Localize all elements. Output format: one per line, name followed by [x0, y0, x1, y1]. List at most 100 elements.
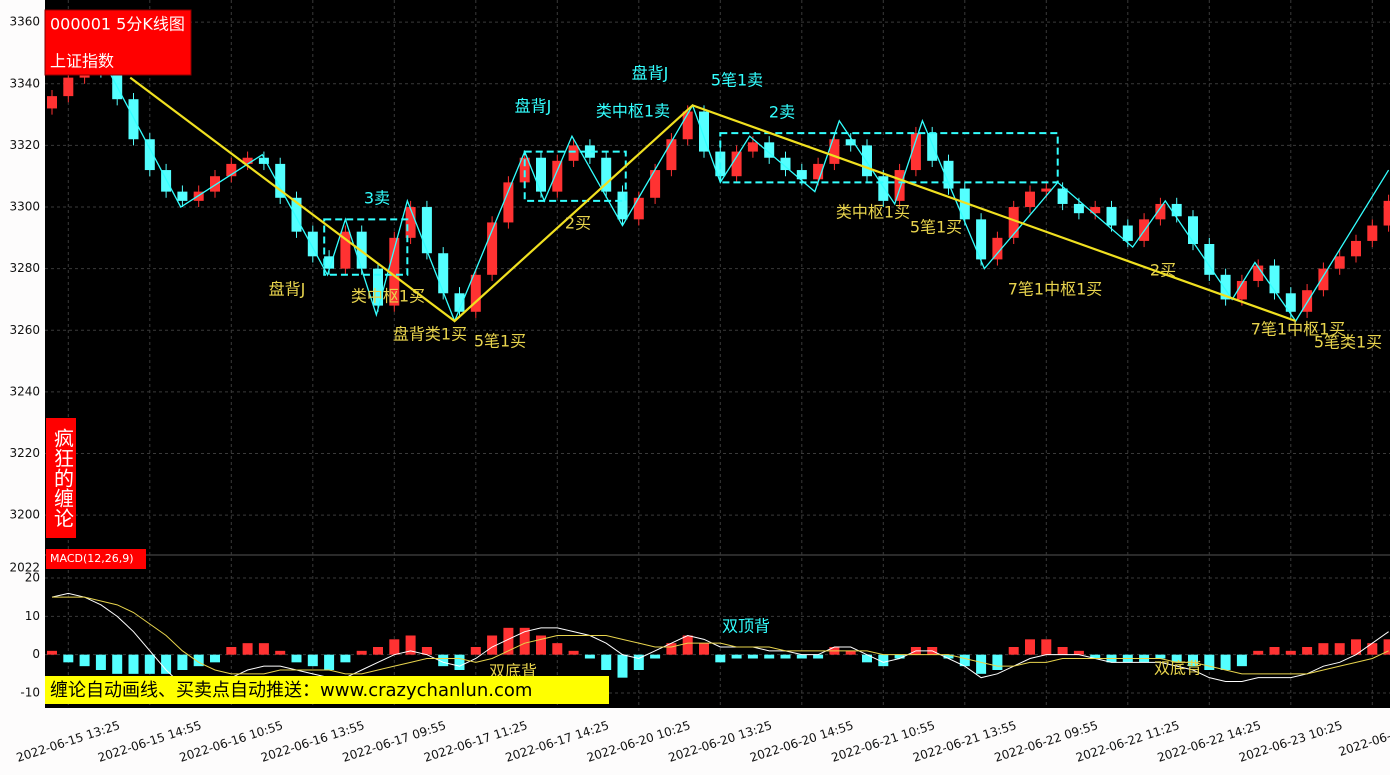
y-tick-label: 20 [25, 571, 40, 585]
macd-bar [715, 654, 726, 663]
macd-bar [405, 635, 416, 655]
macd-bar [519, 627, 530, 655]
macd-bar [1057, 647, 1068, 655]
annotation: 3卖 [364, 189, 390, 208]
annotation: 双底背 [1154, 659, 1202, 678]
candle-body [829, 139, 840, 164]
candle-body [568, 145, 579, 161]
candle-body [1057, 188, 1068, 204]
macd-bar [438, 654, 449, 667]
candle-body [519, 157, 530, 183]
candle-body [617, 191, 628, 220]
annotation: 类中枢1买 [836, 203, 910, 222]
macd-bar [177, 654, 188, 670]
macd-bar [487, 635, 498, 655]
candle-body [210, 176, 220, 192]
annotation: 双底背 [489, 662, 537, 681]
side-banner: 疯狂的缠论 [51, 428, 75, 528]
y-tick-label: 3260 [9, 323, 40, 337]
macd-bar [731, 654, 742, 659]
macd-bar [617, 654, 628, 678]
candle-body [258, 157, 269, 164]
candle-body [438, 253, 449, 294]
candle-body [862, 145, 872, 177]
candle-body [552, 160, 563, 192]
macd-bar [943, 654, 954, 659]
macd-bar [1188, 654, 1198, 667]
macd-bar [1155, 654, 1166, 659]
candle-body [943, 160, 954, 189]
macd-bar [79, 654, 90, 667]
candle-body [1220, 274, 1231, 300]
annotation: 盘背J [632, 64, 669, 83]
candle-body [894, 170, 905, 201]
macd-bar [95, 654, 106, 670]
candle-body [796, 170, 807, 180]
candle-body [1008, 207, 1019, 238]
candle-body [1155, 203, 1166, 220]
annotation: 5笔1买 [910, 218, 962, 237]
macd-bar [666, 643, 677, 655]
left-strip [0, 0, 45, 708]
macd-bar [1383, 639, 1390, 655]
candle-body [959, 188, 970, 220]
candle-body [878, 176, 889, 201]
macd-bar [1367, 643, 1378, 655]
macd-bar [845, 650, 856, 655]
macd-bar [1334, 643, 1345, 655]
candle-body [1041, 188, 1052, 192]
macd-bar [1171, 654, 1182, 663]
side-banner-box [46, 418, 76, 538]
candle-body [1302, 290, 1313, 312]
y-tick-label: 3320 [9, 138, 40, 152]
candle-body [699, 111, 709, 152]
annotation: 5笔1卖 [711, 71, 763, 90]
macd-bar [878, 654, 889, 667]
y-tick-label: 3280 [9, 261, 40, 275]
macd-bar [699, 643, 709, 655]
candle-body [1383, 200, 1390, 226]
candle-body [421, 207, 432, 254]
macd-bar [340, 654, 351, 663]
macd-bar [568, 650, 579, 655]
macd-bar [373, 647, 383, 655]
footer-banner: 缠论自动画线、买卖点自动推送：www.crazychanlun.com [50, 680, 532, 701]
candle-body [242, 157, 253, 164]
macd-bar [682, 635, 693, 655]
candle-body [747, 142, 758, 152]
candle-body [1025, 191, 1035, 208]
candle-body [161, 170, 172, 192]
macd-bar [796, 654, 807, 659]
macd-title-box [46, 549, 146, 569]
y-tick-label: 0 [32, 647, 40, 661]
candle-body [1253, 265, 1264, 281]
macd-bar [193, 654, 204, 667]
macd-bar [1220, 654, 1231, 670]
candle-body [1090, 207, 1101, 214]
candle-body [584, 145, 595, 158]
y-tick-label: 3220 [9, 446, 40, 460]
candle-body [1318, 268, 1329, 291]
macd-bar [1025, 639, 1035, 655]
macd-bar [470, 647, 481, 655]
candle-body [927, 133, 938, 161]
candle-body [1367, 225, 1378, 241]
macd-bar [454, 654, 465, 670]
macd-bar [813, 654, 824, 659]
candle-body [682, 111, 693, 140]
macd-bar [959, 654, 970, 667]
candle-body [731, 151, 742, 177]
candle-body [63, 77, 74, 97]
candle-body [1188, 216, 1198, 244]
candle-body [536, 157, 546, 192]
candle-body [976, 219, 987, 260]
candle-body [275, 163, 286, 198]
candle-body [389, 237, 400, 306]
candle-body [1334, 256, 1345, 269]
annotation: 盘背J [269, 280, 306, 299]
macd-bar [633, 654, 644, 670]
macd-bar [1073, 650, 1084, 655]
annotation: 双顶背 [722, 617, 770, 636]
candle-body [1106, 207, 1117, 226]
macd-bar [894, 654, 905, 659]
